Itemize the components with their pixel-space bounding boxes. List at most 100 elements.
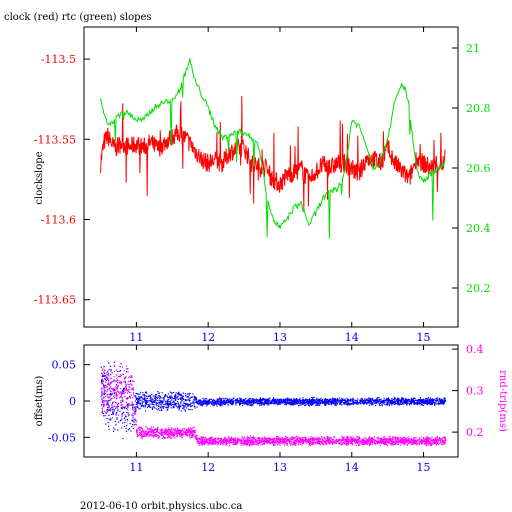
data-point — [308, 402, 310, 404]
data-point — [153, 435, 155, 437]
data-point — [408, 438, 410, 440]
data-point — [197, 401, 199, 403]
data-point — [139, 393, 141, 395]
data-point — [396, 402, 398, 404]
data-point — [422, 439, 424, 441]
data-point — [234, 440, 236, 442]
data-point — [319, 439, 321, 441]
data-point — [444, 400, 446, 402]
data-point — [308, 399, 310, 401]
data-point — [364, 402, 366, 404]
data-point — [193, 403, 195, 405]
data-point — [103, 386, 105, 388]
data-point — [359, 443, 361, 445]
data-point — [174, 437, 176, 439]
data-point — [265, 438, 267, 440]
data-point — [384, 399, 386, 402]
data-point — [308, 404, 310, 406]
data-point — [181, 430, 183, 432]
data-point — [215, 401, 217, 403]
data-point — [169, 403, 171, 405]
data-point — [416, 402, 418, 404]
data-point — [206, 398, 208, 400]
data-point — [384, 443, 386, 445]
data-point — [129, 395, 131, 397]
data-point — [258, 440, 261, 442]
data-point — [434, 440, 436, 442]
data-point — [112, 408, 114, 410]
data-point — [203, 440, 205, 442]
data-point — [178, 432, 180, 434]
data-point — [192, 400, 194, 402]
data-point — [314, 439, 316, 441]
data-point — [263, 403, 265, 405]
data-point — [416, 401, 418, 404]
data-point — [149, 429, 151, 431]
data-point — [212, 405, 214, 407]
data-point — [263, 399, 265, 401]
data-point — [371, 399, 373, 401]
data-point — [236, 400, 238, 402]
data-point — [304, 400, 306, 402]
data-point — [221, 439, 223, 441]
data-point — [430, 441, 432, 443]
data-point — [294, 442, 296, 444]
data-point — [109, 419, 111, 421]
data-point — [435, 441, 437, 443]
data-point — [400, 403, 402, 405]
data-point — [287, 438, 289, 440]
data-point — [437, 401, 439, 403]
data-point — [136, 402, 138, 404]
data-point — [266, 403, 268, 405]
data-point — [176, 433, 178, 435]
data-point — [390, 402, 392, 404]
data-point — [398, 400, 400, 402]
data-point — [216, 444, 218, 446]
data-point — [210, 442, 213, 444]
data-point — [199, 438, 201, 440]
data-point — [325, 404, 327, 406]
data-point — [239, 403, 241, 406]
data-point — [323, 437, 325, 439]
data-point — [324, 400, 327, 402]
data-point — [101, 378, 103, 381]
data-point — [107, 422, 109, 424]
data-point — [340, 440, 342, 442]
data-point — [251, 402, 253, 404]
data-point — [141, 438, 143, 440]
data-point — [377, 437, 379, 439]
data-point — [434, 404, 436, 406]
data-point — [320, 436, 323, 438]
data-point — [137, 402, 139, 405]
data-point — [346, 438, 348, 440]
data-point — [361, 439, 363, 441]
data-point — [282, 441, 285, 443]
data-point — [127, 397, 129, 399]
data-point — [363, 442, 366, 444]
data-point — [154, 401, 156, 403]
data-point — [180, 430, 182, 432]
data-point — [391, 440, 393, 442]
data-point — [155, 400, 157, 402]
data-point — [169, 436, 171, 438]
data-point — [309, 398, 311, 400]
data-point — [236, 443, 238, 445]
data-point — [103, 375, 105, 377]
data-point — [102, 393, 104, 395]
data-point — [252, 436, 254, 438]
data-point — [400, 438, 402, 441]
data-point — [149, 398, 151, 400]
data-point — [259, 401, 261, 403]
data-point — [259, 437, 261, 439]
data-point — [193, 405, 196, 407]
data-point — [178, 393, 180, 395]
data-point — [363, 400, 365, 402]
data-point — [276, 401, 278, 403]
data-point — [224, 403, 226, 405]
data-point — [270, 442, 272, 444]
data-point — [404, 440, 407, 442]
data-point — [101, 390, 103, 392]
data-point — [162, 431, 164, 433]
data-point — [159, 395, 161, 398]
data-point — [190, 428, 192, 430]
